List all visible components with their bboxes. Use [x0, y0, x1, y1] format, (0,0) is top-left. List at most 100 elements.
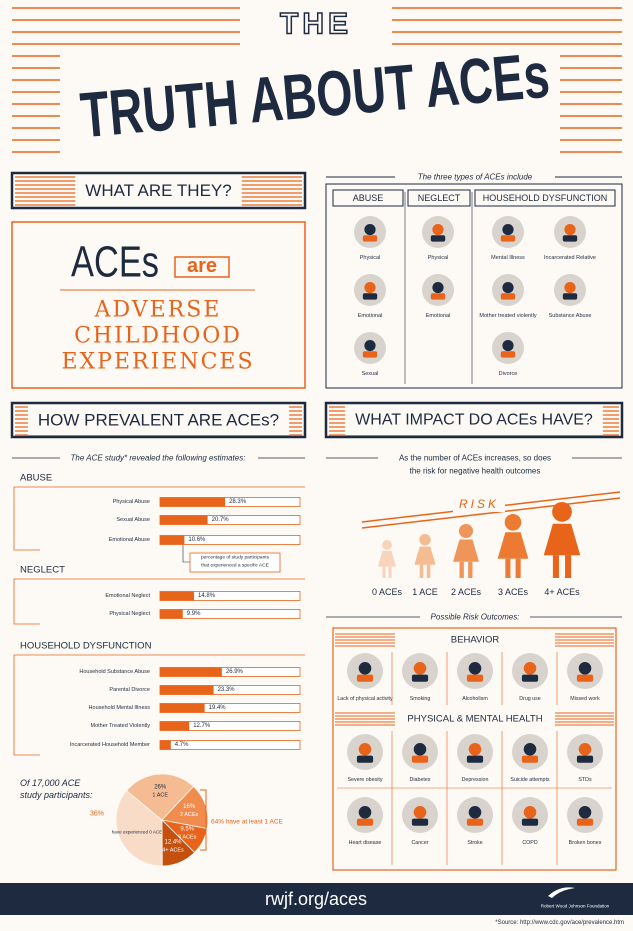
outcome-label: Alcoholism — [462, 696, 488, 702]
pie-intro: study participants: — [20, 790, 93, 800]
icon-detail — [356, 755, 374, 763]
pie-value-label: 36% — [90, 811, 104, 818]
child-figure — [414, 546, 436, 565]
child-figure — [458, 524, 474, 539]
pie-callout: 64% have at least 1 ACE — [211, 819, 284, 826]
bar-value-label: 9.9% — [187, 611, 201, 617]
note: percentage of study participants — [201, 555, 270, 561]
icon-detail — [413, 662, 427, 675]
figure-label: 0 ACEs — [372, 587, 403, 597]
icon-detail — [356, 818, 374, 826]
icon-detail — [500, 293, 516, 300]
icon-detail — [578, 743, 592, 756]
icon-detail — [523, 743, 537, 756]
heading-backdrop — [345, 405, 603, 435]
column-heading: NEGLECT — [418, 193, 461, 203]
bar-value-label: 19.4% — [209, 705, 227, 711]
outcome-heading: BEHAVIOR — [451, 635, 500, 646]
outcome-label: Stroke — [467, 840, 482, 846]
icon-detail — [576, 674, 594, 682]
icon-detail — [362, 293, 378, 300]
footer-source: *Source: http://www.cdc.gov/ace/prevalen… — [495, 920, 624, 926]
footer-url: rwjf.org/aces — [265, 889, 367, 909]
icon-detail — [578, 662, 592, 675]
risk-backdrop — [453, 496, 505, 512]
bar-category: Incarcerated Household Member — [70, 742, 150, 748]
column-heading-box — [332, 189, 404, 207]
outcomes-title: Possible Risk Outcomes: — [431, 613, 520, 622]
icon-detail — [500, 351, 516, 358]
note-connector — [182, 545, 190, 563]
band-backdrop — [395, 711, 555, 727]
bar — [160, 703, 205, 713]
pie-slice-name: 2 ACEs — [180, 812, 199, 818]
risk-label: RISK — [459, 497, 499, 511]
icon-detail — [430, 293, 446, 300]
child-figure — [382, 566, 386, 578]
group-name: ABUSE — [20, 473, 52, 484]
bar-category: Household Substance Abuse — [79, 669, 150, 675]
icon-detail — [432, 224, 444, 236]
pie-slice-name: have experienced 0 ACEs — [112, 830, 166, 835]
child-figure — [382, 540, 392, 550]
type-label: Physical — [428, 255, 448, 261]
bar-value-label: 23.3% — [218, 687, 236, 693]
bar-value-label: 14.8% — [198, 593, 216, 599]
child-figure — [468, 561, 473, 578]
icon-detail — [523, 662, 537, 675]
figure-label: 3 ACEs — [498, 587, 529, 597]
group-bracket — [13, 578, 305, 625]
section-heading: WHAT IMPACT DO ACEs HAVE? — [355, 412, 593, 429]
are-word: are — [187, 255, 217, 277]
child-figure — [453, 539, 479, 562]
heading-backdrop — [27, 405, 290, 435]
icon-detail — [364, 282, 376, 294]
outcome-label: Broken bones — [569, 840, 602, 846]
pie-slice-name: 1 ACE — [152, 793, 168, 799]
types-intro: The three types of ACEs include — [418, 173, 533, 182]
bar-category: Parental Divorce — [109, 687, 150, 693]
icon-detail — [468, 743, 482, 756]
group-bracket — [13, 486, 305, 551]
bar — [160, 515, 208, 525]
type-label: Emotional — [358, 313, 382, 319]
pie-slice-name: 4+ ACEs — [162, 847, 184, 853]
outcome-heading: PHYSICAL & MENTAL HEALTH — [407, 714, 542, 725]
outcome-label: Suicide attempts — [510, 777, 550, 783]
bar-category: Physical Abuse — [113, 499, 150, 505]
figure-label: 1 ACE — [412, 587, 438, 597]
icon-detail — [502, 340, 514, 352]
pie-value-label: 9.5% — [180, 826, 194, 832]
bar-value-label: 10.6% — [188, 537, 206, 543]
type-label: Mother treated violently — [479, 313, 536, 319]
bar-value-label: 26.9% — [226, 669, 244, 675]
bar — [160, 591, 195, 601]
icon-detail — [413, 806, 427, 819]
icon-detail — [430, 235, 446, 242]
definition-line: EXPERIENCES — [61, 350, 254, 375]
definition-line: CHILDHOOD — [74, 324, 242, 349]
bar-category: Mother Treated Violently — [90, 723, 150, 729]
impact-intro: As the number of ACEs increases, so does — [399, 454, 551, 463]
child-figure — [459, 561, 464, 578]
bar-category: Sexual Abuse — [116, 517, 150, 523]
outcome-label: Diabetes — [410, 777, 431, 783]
bar — [160, 497, 226, 507]
types-box — [325, 183, 623, 389]
bar-category: Physical Neglect — [109, 611, 150, 617]
callout-bracket — [200, 789, 207, 851]
type-label: Divorce — [499, 371, 518, 377]
child-figure — [565, 555, 572, 578]
outcome-label: STDs — [578, 777, 592, 783]
bar-value-label: 4.7% — [175, 742, 189, 748]
child-figure — [419, 564, 424, 578]
footer-org: Robert Wood Johnson Foundation — [541, 904, 610, 909]
bar-value-label: 20.7% — [212, 517, 230, 523]
definition-line: ADVERSE — [94, 298, 222, 323]
bar — [160, 721, 190, 731]
column-heading: HOUSEHOLD DYSFUNCTION — [483, 193, 608, 203]
section-heading: WHAT ARE THEY? — [85, 181, 231, 200]
icon-detail — [562, 235, 578, 242]
prevalence-intro: The ACE study* revealed the following es… — [71, 454, 246, 463]
